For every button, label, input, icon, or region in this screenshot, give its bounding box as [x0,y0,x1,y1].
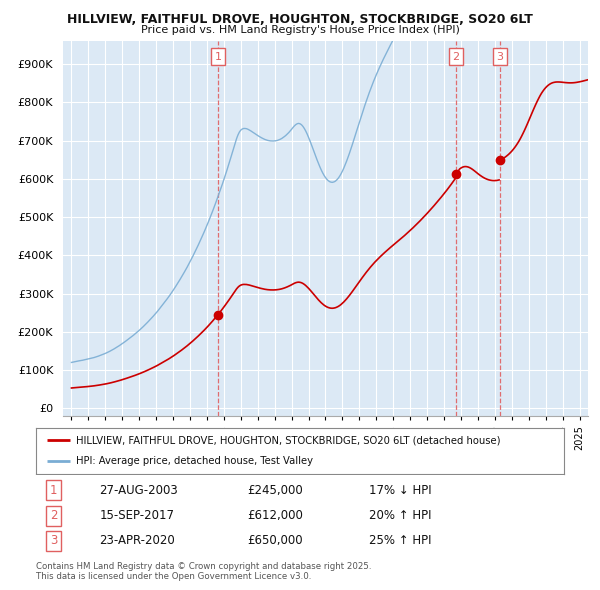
Text: 1: 1 [214,51,221,61]
Text: 2: 2 [50,509,57,522]
Text: Price paid vs. HM Land Registry's House Price Index (HPI): Price paid vs. HM Land Registry's House … [140,25,460,35]
Text: 17% ↓ HPI: 17% ↓ HPI [368,484,431,497]
Text: £245,000: £245,000 [247,484,303,497]
Text: 15-SEP-2017: 15-SEP-2017 [100,509,175,522]
Text: 25% ↑ HPI: 25% ↑ HPI [368,535,431,548]
Text: This data is licensed under the Open Government Licence v3.0.: This data is licensed under the Open Gov… [36,572,311,581]
Text: 27-AUG-2003: 27-AUG-2003 [100,484,178,497]
Text: 23-APR-2020: 23-APR-2020 [100,535,175,548]
Text: 2: 2 [452,51,460,61]
Text: 1: 1 [50,484,57,497]
Text: £612,000: £612,000 [247,509,303,522]
Text: 3: 3 [50,535,57,548]
Text: Contains HM Land Registry data © Crown copyright and database right 2025.: Contains HM Land Registry data © Crown c… [36,562,371,571]
Text: HILLVIEW, FAITHFUL DROVE, HOUGHTON, STOCKBRIDGE, SO20 6LT: HILLVIEW, FAITHFUL DROVE, HOUGHTON, STOC… [67,13,533,26]
Text: 20% ↑ HPI: 20% ↑ HPI [368,509,431,522]
Text: £650,000: £650,000 [247,535,303,548]
Text: HPI: Average price, detached house, Test Valley: HPI: Average price, detached house, Test… [76,456,313,466]
Text: HILLVIEW, FAITHFUL DROVE, HOUGHTON, STOCKBRIDGE, SO20 6LT (detached house): HILLVIEW, FAITHFUL DROVE, HOUGHTON, STOC… [76,435,500,445]
Text: 3: 3 [497,51,503,61]
